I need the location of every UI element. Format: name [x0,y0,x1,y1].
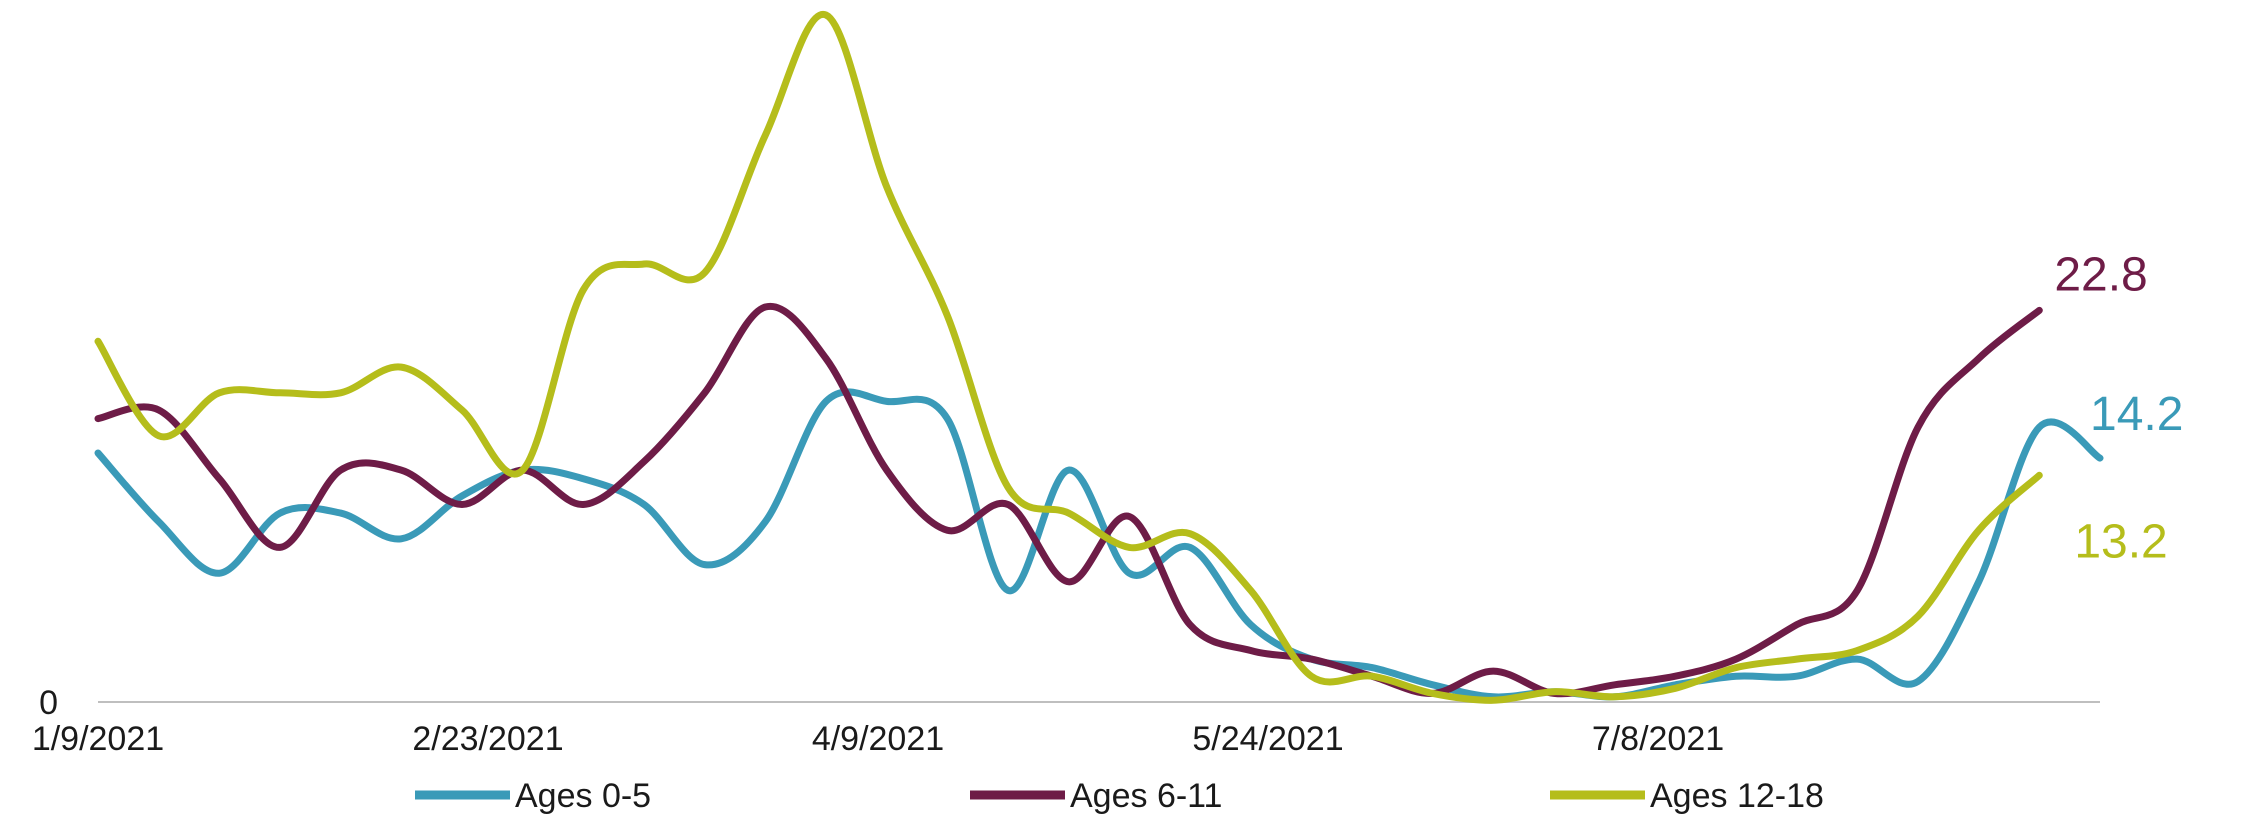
series-end-label: 13.2 [2074,515,2167,568]
series-line-3 [94,11,2043,704]
x-tick-label: 1/9/2021 [32,720,164,758]
legend: Ages 0-5 Ages 6-11 Ages 12-18 [415,777,1824,815]
x-tick-label: 7/8/2021 [1592,720,1724,758]
legend-label: Ages 12-18 [1650,777,1824,815]
y-tick-label: 0 [39,684,58,722]
axes: 1/9/2021 2/23/2021 4/9/2021 5/24/2021 7/8/20… [32,684,2100,758]
series-line-1 [94,388,2104,701]
legend-label: Ages 0-5 [515,777,651,815]
series-line-2 [94,302,2043,698]
legend-label: Ages 6-11 [1070,777,1222,815]
series-end-label: 14.2 [2090,388,2183,441]
series-lines [94,11,2104,704]
x-tick-label: 5/24/2021 [1192,720,1343,758]
x-tick-label: 4/9/2021 [812,720,944,758]
series-end-label: 22.8 [2054,248,2147,301]
end-labels: 14.2 22.8 13.2 [2054,248,2183,568]
x-tick-label: 2/23/2021 [412,720,563,758]
